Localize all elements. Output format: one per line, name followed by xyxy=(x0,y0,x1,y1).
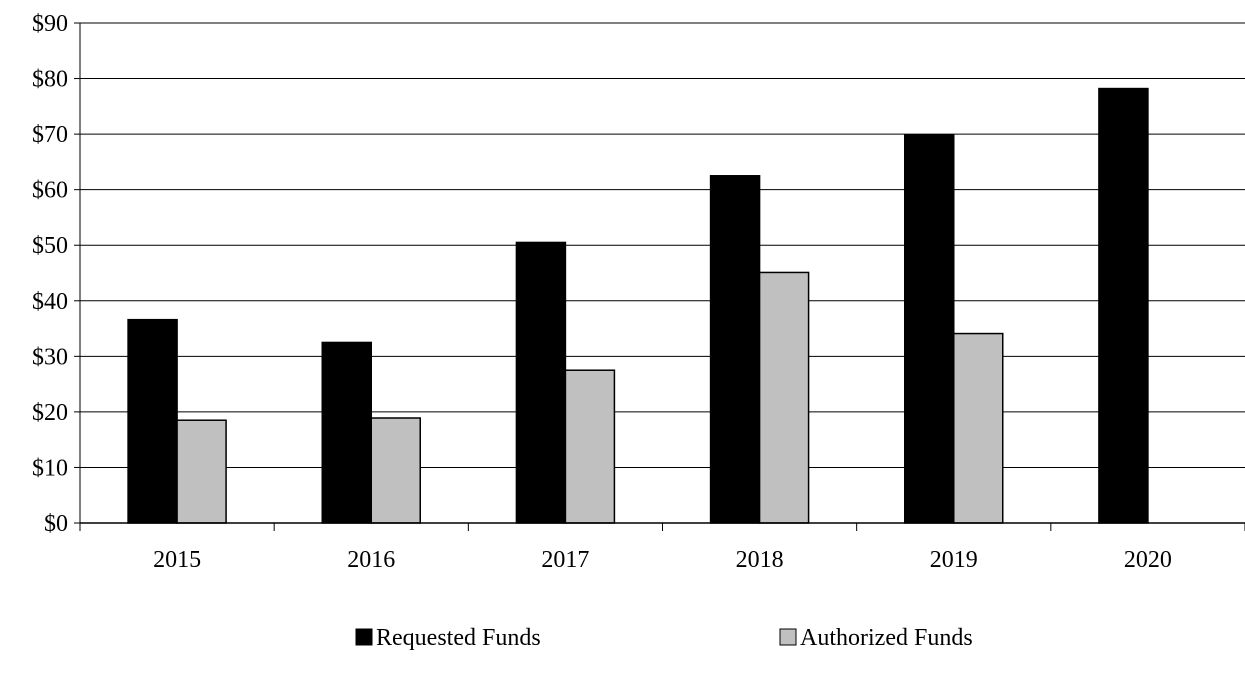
bars xyxy=(127,87,1149,524)
bar-authorized-funds-2018 xyxy=(758,271,810,524)
axes xyxy=(79,23,1245,524)
y-tick-label: $60 xyxy=(32,178,68,204)
y-tick-label: $70 xyxy=(32,122,68,148)
x-axis-ticks: 2015 2016 2017 2018 2019 2020 xyxy=(79,523,1245,573)
legend-label: Authorized Funds xyxy=(800,625,973,651)
y-tick-label: $10 xyxy=(32,455,68,481)
y-tick-label: $0 xyxy=(44,511,68,537)
x-tick-label: 2015 xyxy=(153,547,201,573)
bar-authorized-funds-2017 xyxy=(564,369,616,524)
x-tick-label: 2018 xyxy=(736,547,784,573)
legend: Requested Funds Authorized Funds xyxy=(355,625,973,651)
y-axis-ticks: $0 $10 $20 $30 $40 $50 $60 $70 $80 $90 xyxy=(32,11,80,537)
y-tick-label: $40 xyxy=(32,289,68,315)
x-tick-label: 2020 xyxy=(1124,547,1172,573)
bar-requested-funds-2016 xyxy=(321,341,372,524)
legend-label: Requested Funds xyxy=(376,625,541,651)
bar-authorized-funds-2019 xyxy=(953,332,1004,524)
legend-swatch-requested-funds xyxy=(355,628,373,646)
bar-requested-funds-2015 xyxy=(127,318,178,524)
y-tick-label: $20 xyxy=(32,400,68,426)
x-tick-label: 2017 xyxy=(541,547,589,573)
bar-authorized-funds-2016 xyxy=(370,417,421,524)
y-tick-label: $90 xyxy=(32,11,68,37)
bar-requested-funds-2020 xyxy=(1098,87,1149,524)
y-tick-label: $50 xyxy=(32,233,68,259)
bar-requested-funds-2018 xyxy=(709,175,761,524)
gridlines xyxy=(80,22,1245,468)
bar-requested-funds-2019 xyxy=(904,134,955,524)
bar-authorized-funds-2015 xyxy=(176,419,227,524)
bar-requested-funds-2017 xyxy=(515,241,567,524)
y-tick-label: $30 xyxy=(32,344,68,370)
y-tick-label: $80 xyxy=(32,67,68,93)
x-tick-label: 2019 xyxy=(930,547,978,573)
legend-swatch-authorized-funds xyxy=(779,628,797,646)
x-tick-label: 2016 xyxy=(347,547,395,573)
